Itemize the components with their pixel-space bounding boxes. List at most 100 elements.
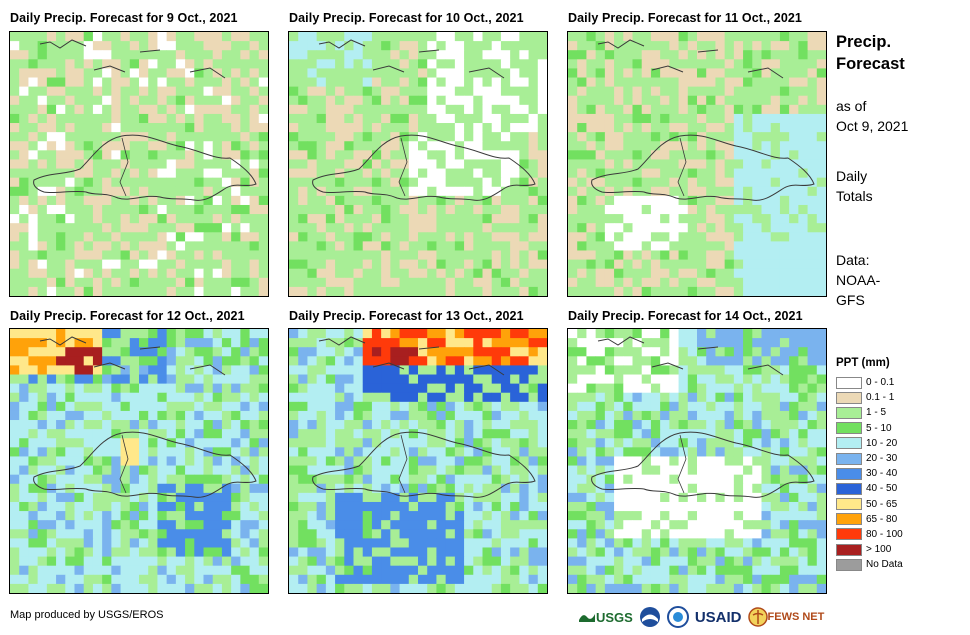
precip-map-oct11	[568, 32, 826, 296]
legend-item: 30 - 40	[836, 466, 966, 481]
legend-item: 0 - 0.1	[836, 375, 966, 390]
legend-label: 10 - 20	[866, 437, 898, 449]
haiti-dr-border	[677, 434, 687, 494]
sidebar-title: Precip. Forecast	[836, 31, 905, 75]
sidebar-title-line2: Forecast	[836, 55, 905, 73]
legend-label: 50 - 65	[866, 498, 898, 510]
legend-item: > 100	[836, 542, 966, 557]
legend-label: 20 - 30	[866, 453, 898, 465]
legend-swatch	[836, 406, 862, 419]
map-panel-oct13	[288, 328, 548, 594]
bahamas-coastline	[597, 336, 784, 376]
fewsnet-logo: FEWS NET	[747, 607, 825, 627]
legend-label: 0.1 - 1	[866, 392, 895, 404]
haiti-dr-border	[398, 434, 408, 494]
bahamas-coastline	[318, 336, 505, 376]
panel-title-oct10: Daily Precip. Forecast for 10 Oct., 2021	[289, 11, 524, 25]
legend-item: 0.1 - 1	[836, 390, 966, 405]
precip-map-oct12	[10, 329, 268, 593]
bahamas-coastline	[39, 336, 226, 376]
bahamas-coastline	[597, 39, 784, 79]
legend-label: 1 - 5	[866, 407, 887, 419]
legend-rows: 0 - 0.1 0.1 - 1 1 - 5 5 - 10 10 - 20 20 - 30 3…	[836, 375, 966, 572]
legend-swatch	[836, 391, 862, 404]
sidebar-asof: as of Oct 9, 2021	[836, 96, 956, 136]
noaa-logo	[639, 606, 661, 628]
usaid-logo-text: USAID	[694, 608, 742, 626]
precip-map-oct9	[10, 32, 268, 296]
legend-label: 30 - 40	[866, 468, 898, 480]
haiti-dr-border	[398, 137, 408, 197]
hispaniola-coastline	[33, 431, 257, 498]
map-panel-oct9	[9, 31, 269, 297]
legend-swatch	[836, 498, 862, 511]
map-panel-oct11	[567, 31, 827, 297]
sidebar-daily-line1: Daily	[836, 168, 868, 184]
sidebar-daily-line2: Totals	[836, 188, 873, 204]
legend-title: PPT (mm)	[836, 357, 890, 369]
legend-item: 1 - 5	[836, 405, 966, 420]
legend-label: > 100	[866, 544, 892, 556]
legend-item: 50 - 65	[836, 497, 966, 512]
precip-map-oct13	[289, 329, 547, 593]
hispaniola-coastline	[591, 134, 815, 201]
legend-label: 0 - 0.1	[866, 377, 895, 389]
legend-item: 65 - 80	[836, 512, 966, 527]
legend-item: 5 - 10	[836, 421, 966, 436]
legend-item: 80 - 100	[836, 527, 966, 542]
map-panel-oct10	[288, 31, 548, 297]
panel-title-oct9: Daily Precip. Forecast for 9 Oct., 2021	[10, 11, 238, 25]
ee-logo	[666, 606, 689, 628]
sidebar-asof-line2: Oct 9, 2021	[836, 118, 909, 134]
legend-label: 65 - 80	[866, 513, 898, 525]
legend-swatch	[836, 558, 862, 571]
sidebar-data-line3: GFS	[836, 292, 865, 308]
usgs-logo: USGS	[578, 608, 633, 626]
legend-swatch	[836, 422, 862, 435]
legend-item: 40 - 50	[836, 481, 966, 496]
sidebar-data-line1: Data:	[836, 252, 870, 268]
legend-label: No Data	[866, 559, 903, 571]
haiti-dr-border	[119, 137, 129, 197]
sidebar-asof-line1: as of	[836, 98, 867, 114]
sidebar-data-line2: NOAA-	[836, 272, 881, 288]
legend-swatch	[836, 482, 862, 495]
usaid-logo: USAID	[695, 609, 742, 626]
hispaniola-coastline	[591, 431, 815, 498]
panel-title-oct11: Daily Precip. Forecast for 11 Oct., 2021	[568, 11, 802, 25]
sidebar-title-line1: Precip.	[836, 33, 892, 51]
hispaniola-coastline	[312, 431, 536, 498]
panel-title-oct12: Daily Precip. Forecast for 12 Oct., 2021	[10, 309, 245, 323]
haiti-dr-border	[677, 137, 687, 197]
legend-swatch	[836, 513, 862, 526]
legend-label: 5 - 10	[866, 422, 892, 434]
sidebar-daily-totals: Daily Totals	[836, 166, 956, 206]
precip-map-oct14	[568, 329, 826, 593]
panel-title-oct14: Daily Precip. Forecast for 14 Oct., 2021	[568, 309, 803, 323]
bahamas-coastline	[318, 39, 505, 79]
legend-item: 20 - 30	[836, 451, 966, 466]
map-panel-oct12	[9, 328, 269, 594]
legend-swatch	[836, 452, 862, 465]
bahamas-coastline	[39, 39, 226, 79]
usgs-logo-text: USGS	[596, 609, 633, 625]
map-panel-oct14	[567, 328, 827, 594]
precip-map-oct10	[289, 32, 547, 296]
legend-swatch	[836, 528, 862, 541]
sidebar-data-source: Data: NOAA- GFS	[836, 250, 956, 310]
haiti-dr-border	[119, 434, 129, 494]
legend-label: 40 - 50	[866, 483, 898, 495]
legend: PPT (mm) 0 - 0.1 0.1 - 1 1 - 5 5 - 10 10 - 2…	[836, 357, 966, 572]
hispaniola-coastline	[33, 134, 257, 201]
legend-label: 80 - 100	[866, 528, 903, 540]
fewsnet-logo-text: FEWS NET	[767, 611, 825, 623]
panel-title-oct13: Daily Precip. Forecast for 13 Oct., 2021	[289, 309, 524, 323]
legend-item: No Data	[836, 557, 966, 572]
partner-logos: USGS USAID FEWS NET	[578, 604, 830, 630]
map-credit: Map produced by USGS/EROS	[10, 609, 164, 621]
legend-swatch	[836, 437, 862, 450]
legend-item: 10 - 20	[836, 436, 966, 451]
hispaniola-coastline	[312, 134, 536, 201]
legend-swatch	[836, 376, 862, 389]
legend-swatch	[836, 543, 862, 556]
